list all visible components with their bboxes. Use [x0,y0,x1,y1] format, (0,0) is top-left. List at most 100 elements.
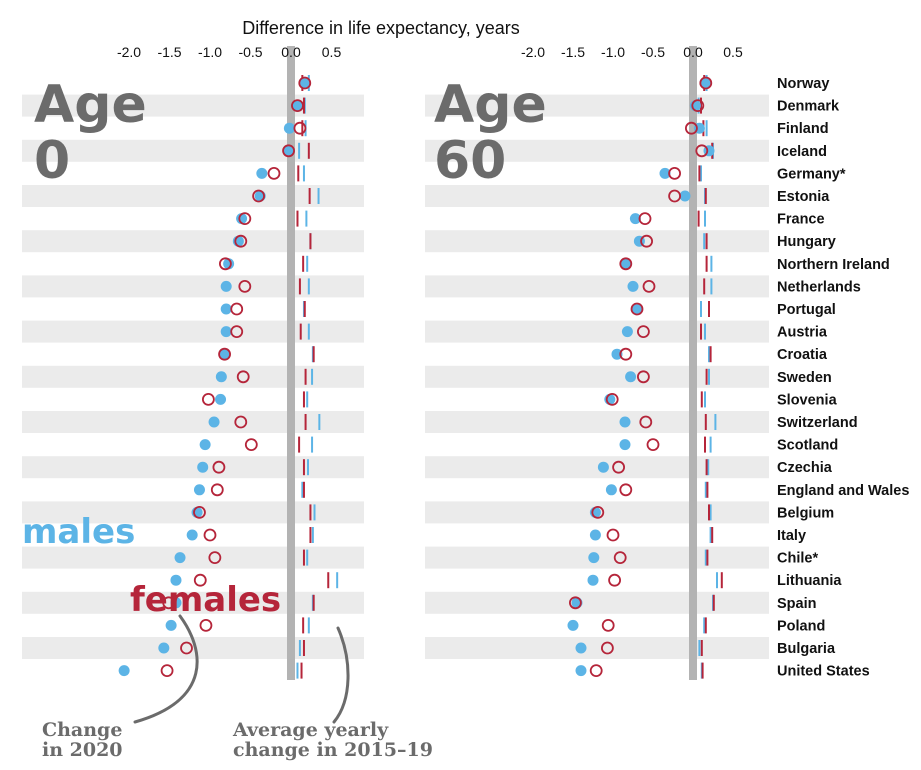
note-avg-yearly-line2: change in 2015–19 [233,739,433,761]
male-2020-dot-p0-r2 [283,122,295,134]
male-2020-dot-p0-r10 [220,303,232,315]
row-stripe-p0-r1 [22,94,364,117]
row-stripe-p0-r13 [22,365,364,388]
male-2020-dot-p1-r0 [699,77,711,89]
male-2020-dot-p0-r13 [215,371,227,383]
country-label-25: Bulgaria [777,641,836,657]
note-change-2020-line1: Change [42,719,122,741]
country-label-4: Germany* [777,166,846,182]
male-2020-dot-p0-r16 [199,439,211,451]
row-stripe-p0-r11 [22,320,364,343]
female-2020-ring-p1-r16 [646,438,660,452]
country-label-24: Poland [777,618,825,634]
female-2020-ring-p0-r12 [218,347,231,361]
x-tick-label-p0-4: 0.0 [281,44,301,60]
note-avg-yearly-line1: Average yearly [232,719,389,741]
male-2020-dot-p1-r22 [587,574,599,586]
row-stripe-p0-r23 [22,591,364,614]
row-stripe-p1-r15 [425,411,769,433]
female-2020-ring-p0-r10 [230,302,244,316]
country-label-12: Croatia [777,347,828,363]
female-2020-ring-p0-r26 [160,664,174,677]
male-2020-dot-p0-r20 [186,529,198,541]
x-tick-label-p1-5: 0.5 [723,44,743,60]
row-stripe-p0-r21 [22,546,364,569]
male-2020-dot-p1-r16 [619,439,631,451]
female-2020-ring-p1-r13 [637,370,650,384]
male-2020-dot-p0-r6 [236,213,248,225]
female-2020-ring-p1-r22 [608,573,621,587]
country-label-18: England and Wales [777,483,909,499]
row-stripe-p0-r3 [22,139,364,162]
country-label-22: Lithuania [777,573,842,589]
male-2020-dot-p1-r10 [631,303,643,315]
female-2020-ring-p1-r8 [619,257,633,271]
male-2020-dot-p0-r11 [220,326,232,338]
male-2020-dot-p0-r18 [193,484,205,496]
country-label-8: Northern Ireland [777,257,890,273]
country-label-19: Belgium [777,505,834,521]
male-2020-dot-p1-r18 [605,484,617,496]
country-label-3: Iceland [777,144,827,160]
male-2020-dot-p1-r24 [567,619,579,631]
row-stripe-p1-r25 [425,637,769,659]
country-label-21: Chile* [777,551,818,567]
x-tick-label-p1-2: -1.0 [601,44,625,60]
row-stripe-p0-r17 [22,456,364,479]
female-2020-ring-p0-r15 [234,415,248,429]
female-2020-ring-p0-r4 [267,166,281,180]
female-2020-ring-p0-r19 [193,506,206,519]
country-label-14: Slovenia [777,392,838,408]
panel-age0-label-line2: 0 [34,131,70,191]
female-2020-ring-p0-r9 [238,279,252,293]
country-label-1: Denmark [777,99,840,115]
female-2020-ring-p0-r24 [199,619,213,632]
male-2020-dot-p0-r12 [219,348,231,360]
male-2020-dot-p0-r15 [208,416,220,428]
female-2020-ring-p0-r6 [238,212,252,226]
male-2020-dot-p1-r20 [589,529,601,541]
female-2020-ring-p1-r24 [601,619,615,632]
male-2020-dot-p1-r26 [575,665,587,677]
female-2020-ring-p1-r1 [691,99,705,112]
female-2020-ring-p1-r14 [605,392,619,406]
panel-age60-label-line2: 60 [434,131,506,191]
female-2020-ring-p1-r18 [619,483,633,497]
female-2020-ring-p1-r2 [685,121,698,135]
country-label-13: Sweden [777,370,832,386]
row-stripe-p1-r23 [425,591,769,614]
row-stripe-p0-r25 [22,637,364,659]
zero-line-p0 [287,46,295,680]
female-2020-ring-p1-r4 [668,166,681,180]
female-2020-ring-p1-r9 [642,279,656,293]
female-2020-ring-p0-r21 [208,551,222,564]
row-stripe-p1-r5 [425,185,769,207]
female-2020-ring-p0-r18 [210,483,224,497]
male-2020-dot-p1-r6 [629,213,641,225]
female-2020-ring-p1-r11 [637,325,650,339]
x-tick-label-p0-0: -2.0 [117,44,141,60]
row-stripe-p1-r3 [425,139,769,162]
country-labels: Norway Denmark Finland Iceland Germany* Eston… [777,76,909,680]
zero-line-p1 [689,46,697,680]
country-label-10: Portugal [777,302,836,318]
female-2020-ring-p1-r6 [638,212,652,226]
country-label-20: Italy [777,528,806,544]
row-stripe-p1-r11 [425,320,769,343]
female-2020-ring-p1-r15 [639,415,653,429]
female-2020-ring-p1-r26 [589,664,603,677]
female-2020-ring-p1-r20 [606,528,620,542]
panel-age0-label-line1: Age [34,75,147,135]
legend-males: males [22,512,135,552]
female-2020-ring-p0-r3 [282,144,295,158]
country-label-0: Norway [777,76,829,92]
x-tick-label-p0-2: -1.0 [198,44,222,60]
zero-lines [287,46,697,680]
male-2020-dot-p0-r21 [174,552,186,564]
x-tick-label-p0-5: 0.5 [322,44,342,60]
male-2020-dot-p1-r25 [575,642,587,654]
female-2020-ring-p1-r0 [699,76,713,90]
country-label-2: Finland [777,121,829,137]
x-tick-label-p0-1: -1.5 [157,44,181,60]
